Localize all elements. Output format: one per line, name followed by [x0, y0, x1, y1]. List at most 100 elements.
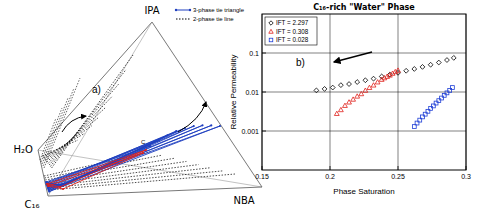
tie-vertex	[142, 152, 144, 154]
grid-line	[398, 14, 399, 170]
vertex-label: C₁₆	[25, 199, 40, 210]
legend-marker	[269, 29, 273, 33]
grid-line	[262, 131, 466, 132]
point	[428, 62, 433, 67]
tick-label: 0.25	[391, 173, 405, 180]
point	[412, 67, 417, 72]
chart-title: C₁₆-rich "Water" Phase	[313, 3, 415, 12]
tick	[398, 166, 399, 170]
point	[355, 80, 360, 85]
tick-label: 0.15	[255, 173, 269, 180]
point	[421, 115, 425, 119]
two-phase-tie-line	[44, 78, 80, 168]
series	[334, 68, 400, 116]
two-phase-tie-line	[52, 55, 133, 168]
tie-vertex	[193, 125, 195, 127]
trend-arrow	[62, 116, 86, 132]
point-label: C	[141, 139, 146, 145]
series	[412, 86, 454, 129]
three-phase-tie-triangle	[49, 126, 220, 192]
panel-a: IPAH₂ONBAC₁₆Ca)3-phase tie triangle2-pha…	[14, 5, 262, 210]
grid-line	[330, 14, 331, 170]
grid	[262, 14, 466, 170]
axes: 0.001 0.01 0.1 0.15 0.2 0.25 0.3	[241, 50, 471, 181]
legend-box	[265, 17, 317, 45]
tie-vertex	[62, 188, 64, 190]
legend-marker	[269, 38, 273, 42]
legend-swatch	[176, 10, 190, 11]
tie-vertex	[47, 185, 49, 187]
tick-label: 0.1	[249, 50, 259, 57]
legend-label: IFT = 2.297	[276, 19, 309, 26]
point	[404, 68, 409, 73]
point	[338, 107, 343, 111]
edge	[38, 22, 152, 150]
point	[445, 58, 450, 63]
tick-label: 0.001	[241, 128, 259, 135]
x-axis-label: Phase Saturation	[333, 187, 394, 196]
point	[375, 80, 380, 84]
point	[330, 85, 335, 90]
point	[445, 91, 449, 95]
vertex-label: H₂O	[14, 144, 34, 155]
point	[347, 100, 352, 104]
legend-label: 2-phase tie line	[193, 16, 234, 22]
three-phase-tie-triangle	[48, 126, 194, 188]
legend-label: 3-phase tie triangle	[193, 7, 245, 13]
grid-line	[262, 53, 466, 54]
three-phase-tie-triangle	[48, 153, 143, 189]
point	[434, 101, 438, 105]
two-phase-tie-line	[44, 126, 91, 159]
legend: IFT = 2.297IFT = 0.308IFT = 0.028	[265, 17, 317, 45]
figure: IPAH₂ONBAC₁₆Ca)3-phase tie triangle2-pha…	[0, 0, 480, 211]
legend-marker	[269, 21, 273, 25]
three-phase-tie-triangle	[48, 128, 185, 187]
two-phase-tie-line	[43, 88, 74, 166]
tick-label: 0.2	[325, 173, 335, 180]
plot-frame	[262, 14, 466, 170]
point	[450, 86, 454, 90]
trend-arrow	[178, 102, 206, 132]
two-phase-tie-line	[50, 69, 126, 166]
legend-label: IFT = 0.028	[276, 36, 309, 43]
tie-vertex	[48, 191, 50, 193]
legend-marker	[175, 9, 177, 11]
point	[431, 104, 435, 108]
tick	[262, 53, 266, 54]
point	[436, 60, 441, 65]
point	[363, 78, 368, 83]
tie-vertex	[45, 182, 47, 184]
tick	[262, 131, 266, 132]
tick-label: 0.01	[245, 89, 259, 96]
point	[437, 99, 441, 103]
point	[442, 93, 446, 97]
edge	[152, 22, 262, 187]
point	[371, 76, 376, 81]
data	[314, 55, 456, 128]
point	[322, 87, 327, 92]
tick	[330, 166, 331, 170]
point	[451, 55, 456, 60]
legend-marker	[189, 9, 191, 11]
edge	[48, 187, 262, 196]
panel-label: b)	[296, 57, 305, 68]
tick-label: 0.3	[461, 173, 471, 180]
tie-vertex	[219, 125, 221, 127]
point	[347, 82, 352, 87]
tie-vertex	[201, 124, 203, 126]
legend: 3-phase tie triangle 2-phase tie line	[175, 7, 245, 22]
point	[396, 68, 401, 72]
tie-vertex	[145, 149, 147, 151]
trend-arrow	[334, 52, 372, 62]
point	[314, 88, 319, 93]
two-phase-tie-line	[41, 108, 62, 162]
y-axis-label: Relative Permeability	[229, 54, 238, 129]
vertex-label: NBA	[233, 195, 254, 206]
point	[363, 88, 368, 92]
three-phase-tie-triangle	[49, 125, 211, 190]
point	[420, 65, 425, 70]
tie-lines	[40, 55, 235, 193]
vertex-label: IPA	[144, 5, 159, 16]
plot-background	[262, 14, 466, 170]
point	[429, 106, 433, 110]
